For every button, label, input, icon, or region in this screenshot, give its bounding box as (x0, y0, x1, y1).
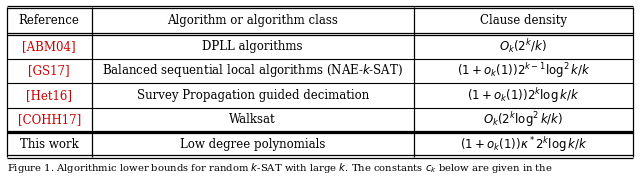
Text: Figure 1. Algorithmic lower bounds for random $k$-SAT with large $k$. The consta: Figure 1. Algorithmic lower bounds for r… (7, 161, 553, 175)
Text: $O_k(2^k/k)$: $O_k(2^k/k)$ (499, 37, 547, 55)
Text: $(1+o_k(1))2^{k-1}\log^2 k/k$: $(1+o_k(1))2^{k-1}\log^2 k/k$ (457, 61, 590, 80)
Text: Walksat: Walksat (229, 113, 276, 126)
Text: This work: This work (20, 138, 79, 151)
Text: [GS17]: [GS17] (28, 64, 70, 77)
Text: [COHH17]: [COHH17] (18, 113, 81, 126)
Text: Algorithm or algorithm class: Algorithm or algorithm class (167, 14, 338, 27)
Text: $(1+o_k(1))\kappa^*2^k\log k/k$: $(1+o_k(1))\kappa^*2^k\log k/k$ (460, 135, 588, 154)
Text: [ABM04]: [ABM04] (22, 40, 76, 53)
Text: Clause density: Clause density (480, 14, 567, 27)
Text: Low degree polynomials: Low degree polynomials (180, 138, 325, 151)
Text: Reference: Reference (19, 14, 80, 27)
Text: $(1+o_k(1))2^k\log k/k$: $(1+o_k(1))2^k\log k/k$ (467, 86, 580, 105)
Text: Survey Propagation guided decimation: Survey Propagation guided decimation (136, 89, 369, 102)
Text: [Het16]: [Het16] (26, 89, 72, 102)
Text: Balanced sequential local algorithms (NAE-$k$-SAT): Balanced sequential local algorithms (NA… (102, 62, 403, 79)
Text: DPLL algorithms: DPLL algorithms (202, 40, 303, 53)
Text: $O_k(2^k\log^2 k/k)$: $O_k(2^k\log^2 k/k)$ (483, 110, 564, 129)
